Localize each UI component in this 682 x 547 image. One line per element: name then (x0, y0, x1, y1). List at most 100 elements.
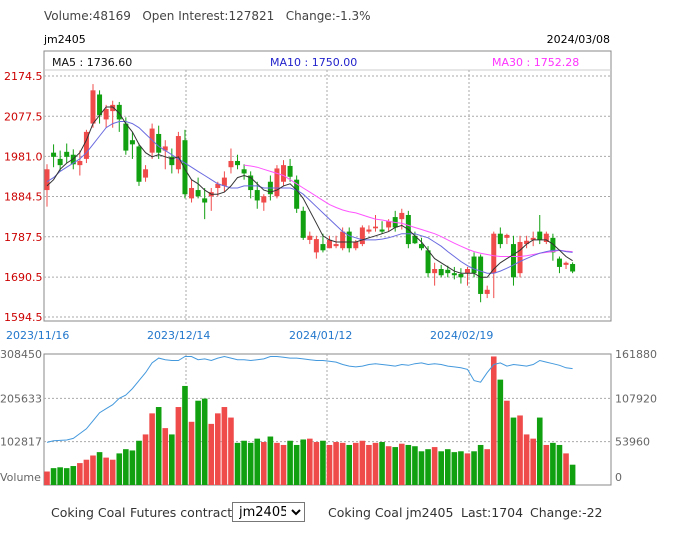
candle-up (340, 231, 346, 249)
open-interest-line (46, 355, 573, 443)
ma30-line (244, 164, 573, 257)
candle-up (307, 235, 313, 240)
candle-up (77, 160, 83, 166)
candle-up (162, 146, 168, 151)
price-y-axis: 2174.5 2077.5 1981.0 1884.5 1787.5 1690.5 1594… (4, 70, 43, 324)
change-label: Change: (285, 9, 336, 23)
volume-bar (484, 449, 490, 485)
date-tick-label: 2023/11/16 (6, 329, 69, 342)
quote-change: Change:-22 (530, 505, 603, 520)
ma10-line (46, 121, 573, 274)
candle-down (248, 175, 254, 191)
candle-up (353, 241, 359, 249)
candle-up (327, 239, 333, 249)
candle-up (143, 169, 149, 178)
candle-up (189, 187, 195, 199)
volume-bar (307, 438, 313, 485)
candle-up (313, 239, 319, 253)
footer-product: Coking Coal (51, 505, 126, 520)
volume-bar (550, 442, 556, 485)
candle-down (550, 237, 556, 253)
volume-bar (70, 466, 77, 485)
header-stats: Volume:48169 Open Interest:127821 Change… (44, 9, 371, 23)
volume-bar (129, 450, 136, 485)
candle-down (471, 256, 477, 274)
volume-bar (136, 440, 142, 485)
volume-bar (274, 442, 280, 485)
contract-select[interactable]: jm2405 (232, 502, 305, 522)
volume-bar (451, 452, 458, 485)
volume-bar (215, 413, 221, 485)
volume-bar (267, 436, 274, 485)
date-tick-label: 2023/12/14 (147, 329, 210, 342)
candle-down (70, 154, 76, 165)
candle-down (254, 190, 260, 201)
volume-bar (339, 442, 346, 485)
candle-up (261, 196, 267, 203)
open-interest-tick-label: 53960 (615, 436, 650, 449)
volume-bar (287, 440, 293, 485)
volume-bar (109, 459, 116, 485)
volume-bar (293, 444, 300, 485)
volume-bar (326, 444, 333, 485)
volume-bar (490, 356, 497, 485)
volume-bar (300, 439, 307, 485)
candle-down (425, 250, 431, 274)
volume-bar (346, 444, 353, 485)
change-value: -1.3% (335, 9, 371, 23)
moving-average-lines (46, 106, 573, 278)
volume-bar (188, 421, 195, 485)
open-interest-tick-label: 0 (615, 471, 622, 484)
volume-bar (96, 452, 103, 485)
candle-up (386, 221, 392, 228)
volume-bar (182, 385, 188, 485)
candle-up (484, 289, 490, 294)
candle-up (359, 227, 365, 245)
date-tick-label: 2024/01/12 (289, 329, 352, 342)
open-interest-y-axis: 161880 107920 53960 0 (615, 348, 657, 484)
candle-up (274, 168, 280, 197)
date-tick-label: 2024/02/19 (430, 329, 493, 342)
ma5-line (46, 106, 573, 278)
candle-down (57, 158, 63, 166)
volume-label: Volume: (44, 9, 93, 23)
volume-value: 48169 (92, 9, 131, 23)
price-tick-label: 1787.5 (4, 231, 43, 244)
volume-bar (201, 398, 208, 485)
candle-down (537, 231, 543, 240)
candle-down (116, 104, 122, 120)
candle-up (110, 104, 116, 112)
candle-up (221, 177, 227, 186)
candle-down (64, 151, 70, 157)
candle-down (458, 273, 464, 278)
volume-bar (510, 417, 517, 485)
volume-bar (228, 417, 234, 485)
volume-bar (169, 434, 175, 485)
candle-down (445, 269, 451, 274)
candle-down (123, 123, 129, 151)
volume-bar (464, 453, 471, 485)
volume-bar (155, 407, 162, 485)
open-interest-path (46, 355, 573, 443)
volume-bar (241, 440, 247, 485)
candle-up (464, 269, 470, 274)
open-interest-value: 127821 (228, 9, 275, 23)
candle-up (333, 244, 339, 247)
volume-bar (90, 455, 96, 485)
candle-up (530, 237, 536, 240)
quote-change-label: Change: (530, 505, 583, 520)
volume-bar (425, 449, 431, 485)
footer-futures-label: Futures contracts (130, 505, 239, 520)
candle-down (300, 210, 306, 238)
volume-bar (221, 407, 228, 485)
ma30-legend: MA30 : 1752.28 (492, 56, 579, 69)
volume-bar (116, 453, 123, 485)
volume-bar (261, 442, 267, 485)
volume-bar (359, 440, 366, 485)
volume-bar (366, 444, 372, 485)
volume-bar (175, 407, 182, 485)
candle-down (570, 264, 576, 272)
volume-bar (530, 438, 536, 485)
volume-bar (543, 444, 550, 485)
